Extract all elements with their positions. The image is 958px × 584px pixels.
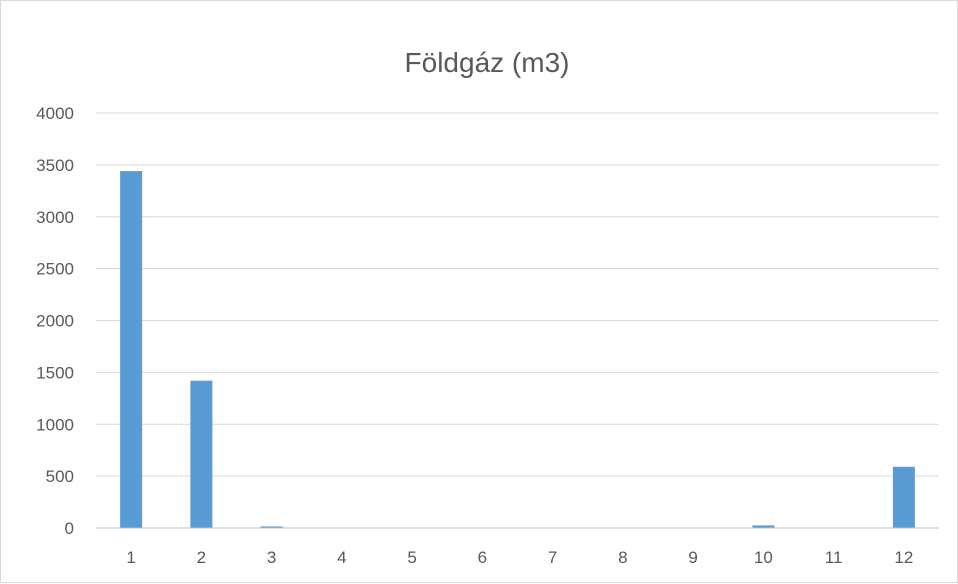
x-tick-label: 3: [267, 548, 276, 567]
bar: [120, 171, 143, 528]
x-tick-label: 10: [754, 548, 773, 567]
chart-title: Földgáz (m3): [405, 47, 570, 78]
x-tick-label: 11: [825, 548, 843, 567]
bars: [120, 171, 915, 528]
bar: [752, 525, 775, 528]
x-tick-label: 1: [126, 548, 135, 567]
x-tick-label: 5: [407, 548, 416, 567]
x-tick-label: 8: [618, 548, 627, 567]
x-tick-label: 2: [197, 548, 206, 567]
x-tick-label: 6: [478, 548, 487, 567]
y-tick-label: 500: [46, 467, 74, 486]
x-tick-label: 7: [548, 548, 557, 567]
y-tick-label: 1500: [36, 363, 74, 382]
bar: [892, 466, 915, 528]
y-tick-label: 2500: [36, 260, 74, 279]
x-tick-label: 9: [688, 548, 697, 567]
y-tick-label: 0: [65, 519, 74, 538]
gridlines: [96, 112, 939, 477]
y-tick-label: 3500: [36, 156, 74, 175]
y-tick-label: 1000: [36, 415, 74, 434]
x-tick-label: 4: [337, 548, 346, 567]
x-axis-ticks: 1 2 3 4 5 6 7 8 9 10 11 12: [126, 548, 913, 567]
x-tick-label: 12: [894, 548, 913, 567]
bar: [190, 380, 213, 528]
y-axis-ticks: 0 500 1000 1500 2000 2500 3000 3500 4000: [36, 104, 74, 538]
y-tick-label: 2000: [36, 312, 74, 331]
y-tick-label: 4000: [36, 104, 74, 123]
y-tick-label: 3000: [36, 208, 74, 227]
bar: [260, 526, 283, 528]
